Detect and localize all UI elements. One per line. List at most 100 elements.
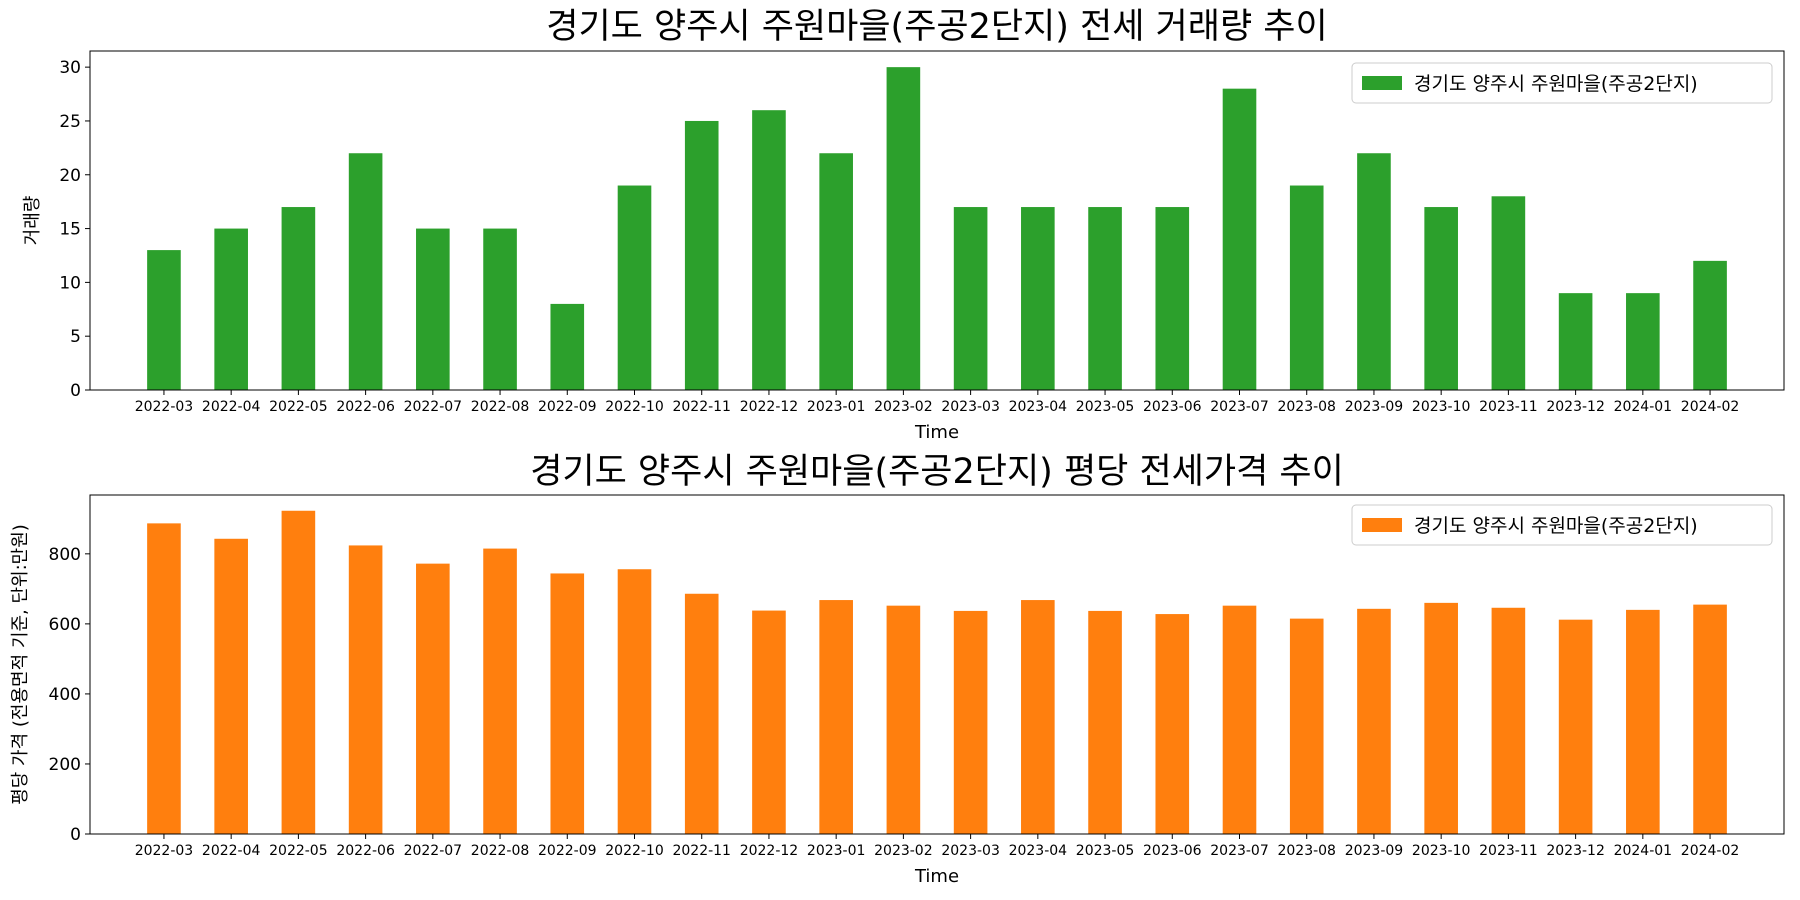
y-tick-label: 200 (49, 755, 81, 775)
bar-2023-03 (953, 207, 988, 390)
bar-2023-11 (1491, 196, 1526, 390)
x-tick-label: 2022-11 (672, 843, 731, 859)
bar-2022-09 (550, 303, 585, 390)
y-tick-label: 15 (59, 220, 81, 240)
x-tick-label: 2023-05 (1076, 843, 1135, 859)
bar-2023-08 (1289, 618, 1324, 834)
x-tick-label: 2022-07 (404, 843, 463, 859)
x-tick-label: 2022-05 (269, 843, 328, 859)
x-tick-label: 2024-02 (1681, 399, 1740, 415)
bar-2023-02 (886, 67, 921, 391)
chart-title: 경기도 양주시 주원마을(주공2단지) 전세 거래량 추이 (546, 7, 1327, 47)
x-tick-label: 2023-02 (874, 399, 933, 415)
legend: 경기도 양주시 주원마을(주공2단지) (1351, 62, 1773, 104)
bar-2022-07 (416, 563, 450, 834)
x-tick-label: 2023-04 (1009, 843, 1068, 859)
bar-2022-05 (281, 510, 316, 834)
plot-frame (89, 50, 1785, 391)
bar-2023-12 (1558, 293, 1593, 390)
x-tick-label: 2022-11 (672, 399, 731, 415)
bar-2022-03 (147, 523, 181, 834)
x-tick-label: 2022-09 (538, 399, 597, 415)
x-tick-label: 2023-12 (1546, 399, 1605, 415)
bar-2022-06 (348, 153, 383, 390)
x-tick-label: 2022-10 (605, 399, 664, 415)
x-tick-label: 2023-05 (1076, 399, 1135, 415)
bar-2022-12 (752, 110, 786, 390)
bar-2023-11 (1491, 607, 1526, 834)
x-tick-label: 2022-12 (740, 843, 799, 859)
x-tick-label: 2023-09 (1345, 843, 1404, 859)
x-tick-label: 2023-11 (1479, 399, 1538, 415)
x-tick-label: 2022-05 (269, 399, 328, 415)
bar-2024-02 (1693, 604, 1727, 834)
x-tick-label: 2024-01 (1614, 399, 1673, 415)
bar-2023-10 (1424, 207, 1458, 390)
x-tick-label: 2023-07 (1210, 843, 1269, 859)
bar-2023-04 (1021, 207, 1055, 390)
bar-2022-03 (147, 250, 181, 390)
x-tick-label: 2022-04 (202, 399, 261, 415)
y-tick-label: 5 (70, 327, 81, 347)
bar-2022-11 (684, 120, 719, 390)
legend: 경기도 양주시 주원마을(주공2단지) (1351, 504, 1773, 546)
x-tick-label: 2022-08 (471, 399, 530, 415)
legend-frame (1351, 62, 1773, 104)
bar-2023-02 (886, 605, 921, 834)
bar-2023-05 (1088, 207, 1122, 390)
x-tick-label: 2023-07 (1210, 399, 1269, 415)
x-axis-label: Time (914, 422, 959, 443)
legend-label: 경기도 양주시 주원마을(주공2단지) (1414, 73, 1698, 95)
x-tick-label: 2023-03 (941, 843, 1000, 859)
chart-price-per-pyeong: 경기도 양주시 주원마을(주공2단지) 평당 전세가격 추이 2022-03 202… (10, 452, 1785, 887)
x-tick-label: 2023-03 (941, 399, 1000, 415)
bar-2023-08 (1289, 185, 1324, 390)
x-tick-label: 2023-08 (1277, 843, 1336, 859)
bar-2023-06 (1155, 207, 1190, 390)
x-tick-label: 2024-01 (1614, 843, 1673, 859)
bar-2023-03 (953, 610, 988, 834)
bar-2022-06 (348, 545, 383, 834)
bar-2022-04 (214, 538, 248, 834)
y-tick-label: 800 (49, 545, 81, 565)
bar-2023-01 (819, 600, 853, 834)
bar-2023-01 (819, 153, 853, 390)
x-tick-label: 2024-02 (1681, 843, 1740, 859)
bar-2023-06 (1155, 614, 1190, 834)
plot-frame (89, 494, 1785, 835)
x-tick-label: 2023-10 (1412, 843, 1471, 859)
bar-2023-07 (1222, 88, 1257, 391)
x-tick-label: 2023-06 (1143, 399, 1202, 415)
x-tick-label: 2023-11 (1479, 843, 1538, 859)
x-tick-label: 2022-08 (471, 843, 530, 859)
legend-swatch (1362, 76, 1402, 90)
legend-frame (1351, 504, 1773, 546)
x-tick-label: 2023-08 (1277, 399, 1336, 415)
y-tick-label: 0 (70, 381, 81, 401)
bar-2022-11 (684, 593, 719, 834)
x-tick-label: 2022-07 (404, 399, 463, 415)
y-tick-label: 30 (59, 58, 81, 78)
x-tick-label: 2023-04 (1009, 399, 1068, 415)
x-tick-label: 2022-06 (336, 399, 395, 415)
chart-transaction-volume: 경기도 양주시 주원마을(주공2단지) 전세 거래량 추이 2022-03 2022… (22, 7, 1785, 443)
x-axis-label: Time (914, 866, 959, 887)
bar-2022-10 (617, 569, 652, 834)
bar-2022-12 (752, 610, 786, 834)
bar-2022-04 (214, 228, 248, 390)
legend-swatch (1362, 518, 1402, 532)
bar-2022-10 (617, 185, 652, 390)
bar-2023-09 (1357, 153, 1391, 390)
bar-2023-07 (1222, 605, 1257, 834)
bar-2024-01 (1626, 609, 1660, 834)
y-tick-label: 25 (59, 112, 81, 132)
bar-2024-01 (1626, 293, 1660, 390)
x-tick-label: 2022-04 (202, 843, 261, 859)
y-tick-label: 10 (59, 273, 81, 293)
bar-2023-05 (1088, 610, 1122, 834)
y-tick-label: 20 (59, 166, 81, 186)
x-tick-label: 2023-01 (807, 399, 866, 415)
y-tick-label: 600 (49, 615, 81, 635)
x-tick-label: 2022-06 (336, 843, 395, 859)
